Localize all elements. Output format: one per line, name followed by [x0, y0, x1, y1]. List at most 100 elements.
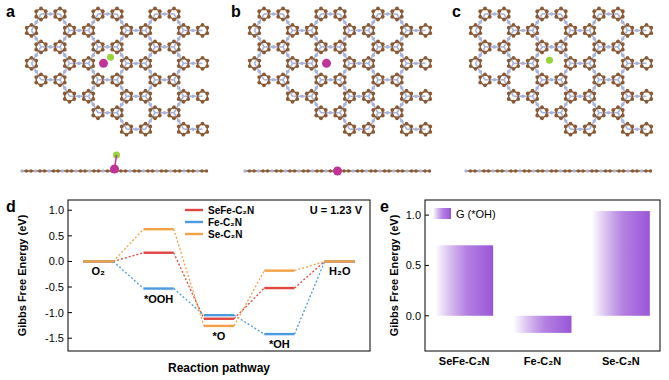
atom-c [96, 83, 100, 87]
atom-n [329, 45, 333, 49]
atom-c [626, 122, 630, 126]
bond [174, 47, 184, 63]
x-tick-label: *OOH [144, 293, 173, 305]
atom-c [120, 42, 124, 46]
atom-c [645, 23, 649, 27]
atom-c [82, 31, 86, 35]
atom-c [419, 97, 423, 101]
side-atom [631, 169, 634, 172]
atom-c [257, 31, 261, 35]
atom-c [424, 23, 428, 27]
side-atom [257, 169, 260, 172]
atom-c [535, 59, 539, 63]
atom-c [474, 56, 478, 60]
atom-c [276, 48, 280, 52]
atom-c [205, 130, 209, 134]
panel-label: a [6, 3, 15, 20]
bond [340, 14, 350, 30]
atom-c [483, 40, 487, 44]
atom-c [395, 7, 399, 11]
atom-c [39, 40, 43, 44]
bond [117, 113, 127, 129]
atom-c [400, 81, 404, 85]
atom-c [545, 108, 549, 112]
atom-c [115, 116, 119, 120]
atom-c [545, 48, 549, 52]
atom-n [120, 103, 124, 107]
atom-n [621, 86, 625, 90]
atom-n [592, 86, 596, 90]
atom-c [400, 114, 404, 118]
atom-n [63, 70, 67, 74]
atom-c [488, 48, 492, 52]
bond [618, 14, 628, 30]
atom-c [348, 23, 352, 27]
atom-c [120, 130, 124, 134]
atom-c [569, 89, 573, 93]
atom-c [125, 100, 129, 104]
atom-c [616, 116, 620, 120]
atom-c [405, 67, 409, 71]
frame [68, 200, 370, 351]
atom-c [621, 125, 625, 129]
atom-c [376, 18, 380, 22]
bond [590, 30, 600, 46]
atom-c [488, 75, 492, 79]
atom-c [535, 108, 539, 112]
atom-c [478, 26, 482, 30]
atom-c [343, 114, 347, 118]
atom-c [129, 125, 133, 129]
side-atom [423, 169, 426, 172]
atom-c [201, 56, 205, 60]
atom-c [295, 92, 299, 96]
atom-c [502, 83, 506, 87]
atom-c [502, 18, 506, 22]
atom-n [400, 20, 404, 24]
atom-n [120, 53, 124, 57]
atom-n [621, 20, 625, 24]
bond [514, 30, 533, 32]
energy-level [144, 287, 174, 289]
atom-c [343, 130, 347, 134]
atom-c [592, 92, 596, 96]
atom-c [616, 7, 620, 11]
side-atom [275, 169, 278, 172]
atom-c [129, 59, 133, 63]
atom-c [324, 75, 328, 79]
side-atom [279, 169, 282, 172]
side-atom [419, 169, 422, 172]
legend-label: Fe-C₂N [208, 217, 242, 228]
side-atom [97, 169, 100, 172]
atom-c [559, 83, 563, 87]
atom-n [635, 62, 639, 66]
x-tick-label: Se-C₂N [602, 355, 640, 367]
atom-n [564, 70, 568, 74]
bond [407, 30, 426, 32]
side-atom [563, 169, 566, 172]
bond [340, 47, 350, 63]
atom-c [348, 100, 352, 104]
atom-c [153, 7, 157, 11]
atom-c [196, 26, 200, 30]
connector [295, 261, 325, 334]
atom-n [177, 37, 181, 41]
atom-c [295, 64, 299, 68]
atom-c [144, 100, 148, 104]
atom-c [592, 42, 596, 46]
atom-n [550, 45, 554, 49]
side-atom [324, 169, 327, 172]
atom-c [478, 59, 482, 63]
atom-c [626, 133, 630, 137]
bond [485, 46, 504, 48]
atom-n [300, 62, 304, 66]
atom-c [630, 125, 634, 129]
atom-c [371, 31, 375, 35]
bond [283, 63, 293, 79]
atom-c [616, 105, 620, 109]
atom-c [257, 26, 261, 30]
atom-c [120, 81, 124, 85]
atom-c [129, 64, 133, 68]
atom-c [177, 26, 181, 30]
atom-c [376, 40, 380, 44]
atom-c [91, 31, 95, 35]
